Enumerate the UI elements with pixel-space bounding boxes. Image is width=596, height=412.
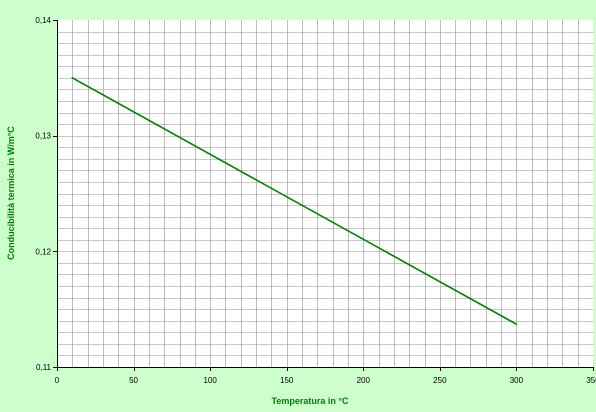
x-tick-label: 0 xyxy=(55,376,60,385)
x-tick-label: 150 xyxy=(280,376,294,385)
x-axis-title: Temperatura in °C xyxy=(272,396,349,406)
y-axis-title: Conducibilità termica in W/m°C xyxy=(6,126,16,260)
x-tick-label: 200 xyxy=(357,376,371,385)
axes xyxy=(53,20,593,371)
x-tick-label: 50 xyxy=(129,376,138,385)
x-tick-label: 300 xyxy=(510,376,524,385)
y-tick-label: 0,14 xyxy=(35,16,51,25)
x-tick-label: 100 xyxy=(203,376,217,385)
series-line xyxy=(71,77,518,326)
plot-area xyxy=(57,20,593,367)
x-tick-labels: 0 50 100 150 200 250 300 350 xyxy=(55,367,596,385)
y-tick-label: 0,13 xyxy=(35,132,51,141)
grid xyxy=(57,20,593,367)
x-tick-label: 350 xyxy=(586,376,596,385)
y-tick-label: 0,12 xyxy=(35,247,51,256)
y-tick-labels: 0,11 0,12 0,13 0,14 xyxy=(35,16,57,372)
x-tick-label: 250 xyxy=(433,376,447,385)
y-tick-label: 0,11 xyxy=(36,363,52,372)
series xyxy=(71,77,518,326)
